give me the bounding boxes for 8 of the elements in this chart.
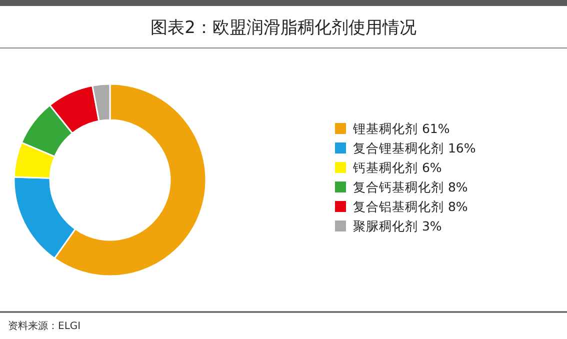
text: 资料来源：ELGI (8, 320, 81, 332)
legend-label: 复合锂基稠化剂 16% (353, 140, 476, 156)
legend-label: 复合铝基稠化剂 8% (353, 199, 468, 214)
chart-title: 图表2：欧盟润滑脂稠化剂使用情况 (150, 18, 416, 38)
legend-label: 复合钙基稠化剂 8% (353, 180, 468, 194)
legend-label: 钙基稠化剂 6% (352, 160, 442, 175)
legend-label: 锂基稠化剂 61% (352, 121, 450, 136)
legend-label: 聚脲稠化剂 3% (353, 218, 442, 234)
